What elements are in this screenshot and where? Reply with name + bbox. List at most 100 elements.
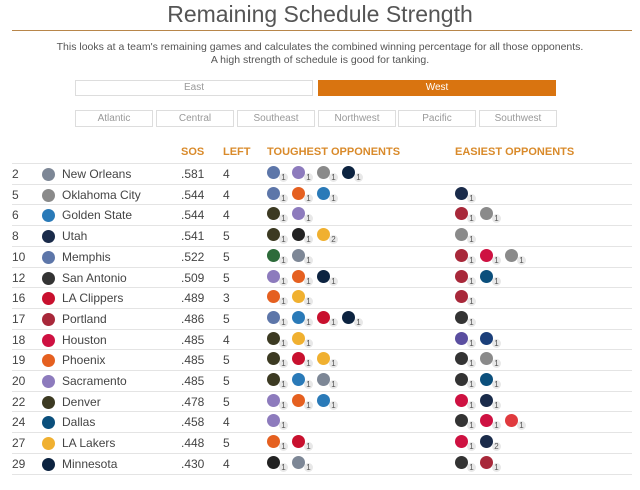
game-count: 1 <box>467 462 476 472</box>
game-count: 1 <box>492 400 501 410</box>
games-left: 4 <box>223 415 230 430</box>
opponent-min: 1 <box>342 310 363 327</box>
team-logo-icon <box>267 310 280 324</box>
conference-tab-west[interactable]: West <box>318 80 556 96</box>
header-left[interactable]: LEFT <box>223 146 251 158</box>
opponent-chi: 1 <box>480 248 501 265</box>
opponent-phx: 1 <box>292 393 313 410</box>
team-logo-icon <box>267 166 280 179</box>
team-name: LA Lakers <box>62 436 116 451</box>
game-count: 1 <box>492 214 501 224</box>
rank: 19 <box>12 353 26 368</box>
conference-tab-east[interactable]: East <box>75 80 313 96</box>
team-logo-icon <box>292 248 305 262</box>
rank: 17 <box>12 311 26 326</box>
toughest-opponents: 1 <box>267 414 288 431</box>
team-logo-icon <box>42 416 55 430</box>
game-count: 1 <box>304 276 313 286</box>
opponent-den: 1 <box>267 352 288 369</box>
rank: 16 <box>12 291 26 306</box>
game-count: 1 <box>492 255 501 265</box>
team-logo-icon <box>292 373 305 386</box>
toughest-opponents: 1 1 1 <box>267 352 338 369</box>
division-northwest[interactable]: Northwest <box>318 110 396 127</box>
rank: 6 <box>12 208 19 223</box>
team-logo-icon <box>317 228 330 242</box>
games-left: 5 <box>223 374 230 388</box>
team-logo-icon <box>480 414 493 428</box>
opponent-por: 1 <box>455 269 476 286</box>
games-left: 5 <box>223 394 230 409</box>
toughest-opponents: 1 1 1 <box>267 393 338 410</box>
team-logo-icon <box>480 352 493 366</box>
team-logo-icon <box>455 352 468 366</box>
division-atlantic[interactable]: Atlantic <box>75 110 153 127</box>
game-count: 1 <box>279 297 288 307</box>
game-count: 1 <box>329 173 338 182</box>
table-row: 24 Dallas .458 4 1 1 1 1 <box>12 411 632 432</box>
team-name: Phoenix <box>62 353 106 368</box>
header-easiest: EASIEST OPPONENTS <box>455 146 575 158</box>
team-logo-icon <box>42 168 55 181</box>
team-name: San Antonio <box>62 270 127 285</box>
sos-value: .486 <box>181 311 205 326</box>
game-count: 1 <box>467 276 476 286</box>
opponent-lal: 2 <box>317 228 338 245</box>
game-count: 1 <box>279 462 288 472</box>
opponent-sac: 1 <box>292 207 313 224</box>
team-logo-icon <box>292 455 305 469</box>
game-count: 1 <box>467 380 476 389</box>
game-count: 1 <box>492 276 501 286</box>
rank: 2 <box>12 167 19 181</box>
sos-value: .485 <box>181 332 205 347</box>
game-count: 1 <box>467 400 476 410</box>
team-logo-icon <box>455 207 468 221</box>
games-left: 5 <box>223 353 230 368</box>
division-southeast[interactable]: Southeast <box>237 110 315 127</box>
game-count: 1 <box>279 442 288 452</box>
opponent-mem: 1 <box>267 186 288 203</box>
games-left: 5 <box>223 270 230 285</box>
game-count: 1 <box>467 421 476 431</box>
team-logo-icon <box>455 290 468 304</box>
game-count: 1 <box>329 359 338 369</box>
opponent-nop: 1 <box>292 248 313 265</box>
opponent-mem: 1 <box>267 166 288 182</box>
game-count: 1 <box>354 173 363 182</box>
opponent-okc: 1 <box>505 248 526 265</box>
game-count: 1 <box>304 235 313 245</box>
games-left: 4 <box>223 456 230 471</box>
games-left: 5 <box>223 249 230 264</box>
division-pacific[interactable]: Pacific <box>398 110 476 127</box>
header-sos[interactable]: SOS <box>181 146 205 158</box>
game-count: 1 <box>492 359 501 369</box>
title-divider <box>12 30 632 31</box>
opponent-mem: 1 <box>267 310 288 327</box>
team-logo-icon <box>42 312 55 326</box>
division-southwest[interactable]: Southwest <box>479 110 557 127</box>
sos-value: .448 <box>181 436 205 451</box>
game-count: 1 <box>492 338 501 348</box>
game-count: 1 <box>279 400 288 410</box>
opponent-lac: 1 <box>317 310 338 327</box>
toughest-opponents: 1 1 1 1 <box>267 166 363 182</box>
team-logo-icon <box>267 207 280 221</box>
division-central[interactable]: Central <box>156 110 234 127</box>
opponent-phx: 1 <box>292 269 313 286</box>
opponent-por: 1 <box>455 248 476 265</box>
game-count: 1 <box>467 317 476 327</box>
game-count: 1 <box>329 400 338 410</box>
sos-value: .544 <box>181 208 205 223</box>
game-count: 1 <box>304 338 313 348</box>
team-logo-icon <box>455 373 468 386</box>
rank: 10 <box>12 249 26 264</box>
opponent-den: 1 <box>267 207 288 224</box>
game-count: 1 <box>279 317 288 327</box>
opponent-den: 1 <box>267 331 288 348</box>
team-logo-icon <box>317 373 330 386</box>
